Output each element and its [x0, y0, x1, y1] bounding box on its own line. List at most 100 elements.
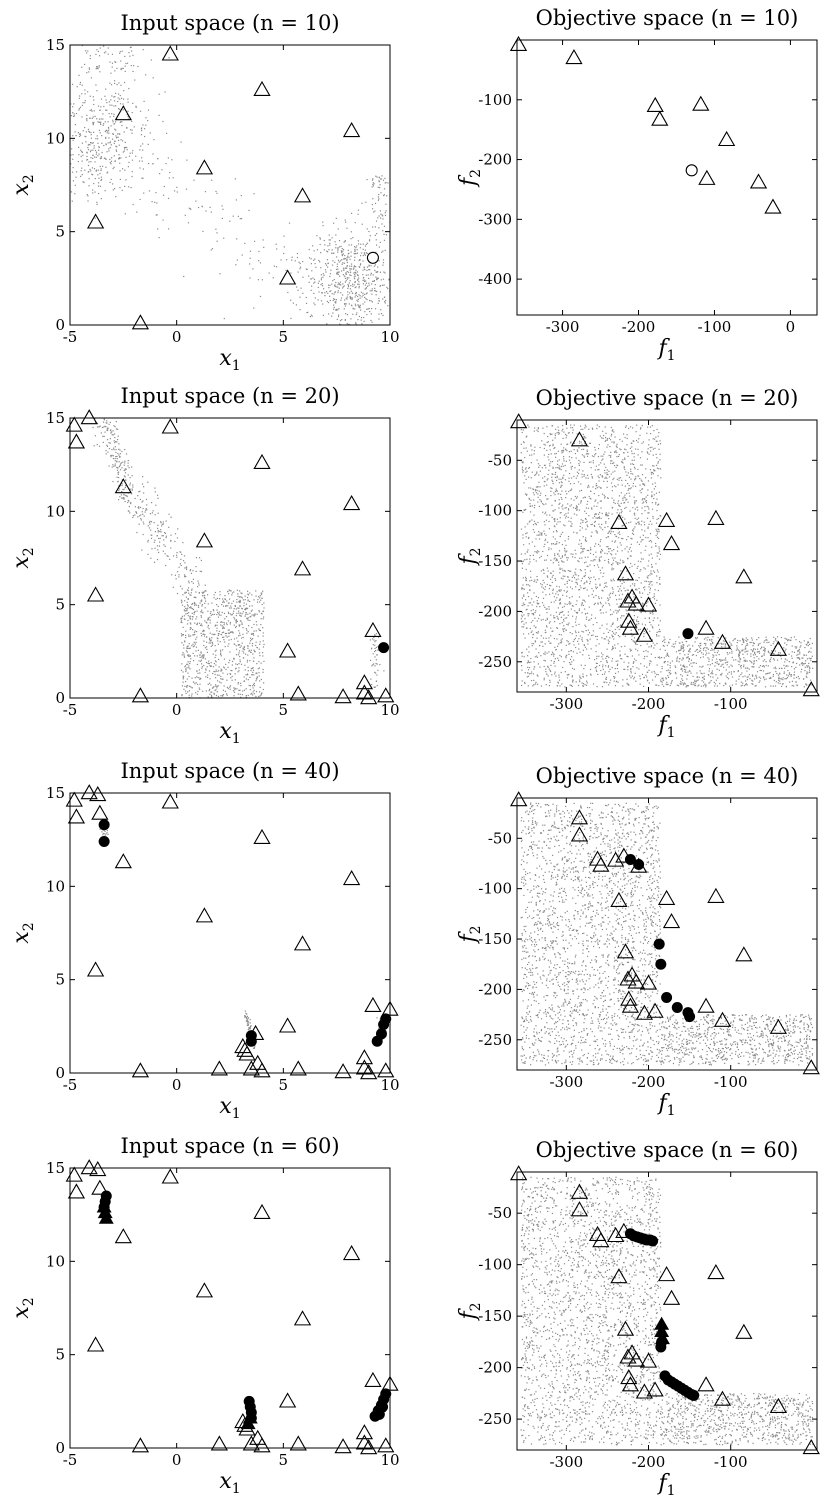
- open-triangle-point: [620, 612, 638, 628]
- open-triangle-point: [195, 1282, 214, 1298]
- plot-frame: [516, 1171, 818, 1451]
- x-axis-label: f1: [656, 1471, 675, 1499]
- y-tick-label: -250: [478, 1031, 512, 1049]
- open-triangle-point: [570, 1183, 589, 1199]
- open-triangle-point: [662, 534, 681, 551]
- open-triangle-point: [249, 1054, 267, 1070]
- open-triangle-point: [639, 596, 658, 612]
- x-tick-label: 10: [380, 328, 399, 346]
- plot-frame: [69, 44, 391, 326]
- open-triangle-point: [735, 946, 753, 962]
- x-axis-label: x1: [219, 1094, 240, 1122]
- filled-circle-point: [682, 628, 694, 640]
- open-triangle-point: [627, 973, 645, 989]
- open-triangle-point: [65, 791, 83, 807]
- open-triangle-point: [334, 1438, 352, 1454]
- x-tick-label: -300: [549, 1453, 583, 1471]
- open-triangle-point: [610, 1268, 628, 1284]
- x-tick-label: 0: [172, 701, 182, 719]
- open-triangle-point: [570, 1201, 589, 1217]
- panel-objective-n10: Objective space (n = 10) -300 -200 -100 0 -10…: [456, 6, 818, 364]
- filled-circle-point: [375, 1028, 387, 1040]
- open-triangle-point: [627, 595, 645, 611]
- filled-circle-point: [633, 858, 645, 870]
- y-tick-label: -50: [488, 829, 512, 847]
- open-triangle-point: [161, 1168, 179, 1184]
- open-triangle-point: [509, 791, 528, 807]
- open-triangle-point: [713, 633, 732, 649]
- open-triangle-point: [692, 95, 710, 111]
- background-cloud: [520, 424, 814, 688]
- open-triangle-point: [289, 1060, 307, 1076]
- x-tick-label: 10: [380, 1076, 399, 1094]
- filled-circle-point: [684, 1011, 696, 1023]
- open-triangle-point: [619, 592, 637, 608]
- series-open-triangle: [65, 409, 395, 705]
- open-triangle-point: [616, 565, 635, 581]
- y-tick-label: -100: [478, 91, 512, 109]
- open-triangle-point: [80, 784, 98, 800]
- filled-circle-point: [378, 642, 390, 654]
- plot-frame: [69, 1167, 391, 1449]
- panel-title: Input space (n = 60): [120, 1134, 339, 1158]
- open-triangle-point: [635, 1004, 654, 1020]
- y-tick-label: -200: [478, 1359, 512, 1377]
- open-triangle-point: [364, 1371, 382, 1388]
- panel-title: Input space (n = 10): [120, 11, 339, 35]
- y-tick-label: 5: [55, 971, 65, 989]
- panel-objective-n20: Objective space (n = 20) -300 -200 -100 -50 -…: [456, 386, 820, 741]
- y-axis-label: f2: [456, 1302, 484, 1321]
- open-triangle-point: [621, 997, 640, 1013]
- open-triangle-point: [114, 105, 132, 121]
- open-triangle-point: [86, 961, 105, 977]
- y-tick-label: 5: [55, 223, 65, 241]
- series-filled-circle: [98, 819, 392, 1047]
- open-triangle-point: [620, 1369, 638, 1385]
- x-tick-label: 0: [172, 1076, 182, 1094]
- filled-circle-point: [688, 1389, 700, 1401]
- open-triangle-point: [89, 785, 107, 802]
- x-tick-label: -5: [63, 1451, 78, 1469]
- open-triangle-point: [80, 1159, 98, 1175]
- x-axis-label: x1: [219, 346, 240, 374]
- open-triangle-point: [646, 1002, 664, 1018]
- open-triangle-point: [769, 1397, 788, 1413]
- y-tick-label: 0: [55, 316, 65, 334]
- filled-circle-point: [245, 1412, 257, 1424]
- open-triangle-point: [278, 642, 297, 658]
- open-triangle-point: [195, 159, 214, 175]
- open-triangle-point: [210, 1435, 228, 1451]
- x-tick-label: -5: [63, 701, 78, 719]
- y-tick-label: -150: [478, 930, 512, 948]
- x-axis-label: x1: [219, 1469, 240, 1497]
- open-triangle-point: [131, 1437, 150, 1453]
- open-triangle-point: [114, 478, 132, 494]
- open-triangle-point: [619, 970, 637, 986]
- series-open-triangle: [509, 1165, 820, 1455]
- x-axis-label: f1: [656, 1091, 675, 1119]
- series-filled-circle: [378, 642, 390, 654]
- filled-circle-point: [671, 1002, 683, 1014]
- open-triangle-point: [610, 513, 628, 529]
- y-tick-label: 10: [46, 1252, 65, 1270]
- open-triangle-point: [86, 1336, 105, 1352]
- open-triangle-point: [342, 121, 361, 138]
- x-tick-label: -200: [622, 318, 656, 336]
- panel-title: Objective space (n = 20): [536, 386, 799, 410]
- open-triangle-point: [381, 1375, 399, 1391]
- open-triangle-point: [657, 511, 676, 527]
- open-triangle-point: [131, 687, 150, 703]
- open-triangle-point: [91, 1179, 109, 1195]
- filled-circle-point: [655, 958, 667, 970]
- background-cloud: [70, 44, 391, 326]
- open-triangle-point: [238, 1045, 256, 1061]
- open-triangle-point: [278, 1017, 297, 1033]
- x-tick-label: -300: [549, 1073, 583, 1091]
- open-triangle-point: [570, 809, 589, 825]
- open-triangle-point: [610, 891, 628, 907]
- open-triangle-point: [769, 640, 788, 656]
- open-triangle-point: [621, 619, 640, 635]
- y-tick-label: 0: [55, 1064, 65, 1082]
- open-triangle-point: [651, 110, 669, 126]
